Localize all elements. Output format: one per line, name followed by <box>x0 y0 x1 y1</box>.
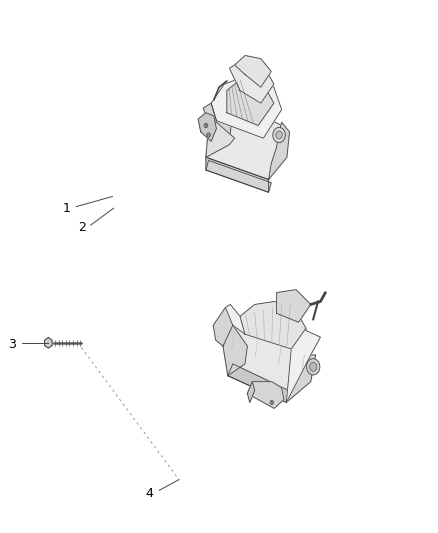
Polygon shape <box>247 382 284 408</box>
Circle shape <box>204 123 208 128</box>
Circle shape <box>276 131 283 139</box>
Text: 2: 2 <box>78 221 86 234</box>
Polygon shape <box>206 157 268 192</box>
Polygon shape <box>206 113 232 157</box>
Polygon shape <box>247 382 254 402</box>
Polygon shape <box>213 308 233 346</box>
Polygon shape <box>227 78 274 125</box>
Circle shape <box>207 133 210 137</box>
Circle shape <box>205 124 207 126</box>
Circle shape <box>271 401 272 403</box>
Circle shape <box>208 134 209 136</box>
Circle shape <box>310 362 317 372</box>
Polygon shape <box>223 313 311 402</box>
Polygon shape <box>206 122 235 157</box>
Polygon shape <box>230 59 274 103</box>
Polygon shape <box>203 103 216 125</box>
Polygon shape <box>286 355 316 402</box>
Polygon shape <box>240 302 306 349</box>
Polygon shape <box>45 337 52 348</box>
Polygon shape <box>228 364 289 402</box>
Polygon shape <box>235 55 271 87</box>
Polygon shape <box>286 328 321 402</box>
Polygon shape <box>226 304 245 334</box>
Polygon shape <box>211 75 282 138</box>
Polygon shape <box>206 160 271 192</box>
Polygon shape <box>198 113 216 141</box>
Polygon shape <box>223 325 247 376</box>
Circle shape <box>270 400 273 405</box>
Circle shape <box>273 127 285 143</box>
Polygon shape <box>206 110 287 180</box>
Text: 1: 1 <box>62 201 70 215</box>
Text: 3: 3 <box>8 338 16 351</box>
Text: 4: 4 <box>146 487 154 500</box>
Circle shape <box>307 359 320 375</box>
Polygon shape <box>268 122 290 180</box>
Polygon shape <box>277 289 311 322</box>
